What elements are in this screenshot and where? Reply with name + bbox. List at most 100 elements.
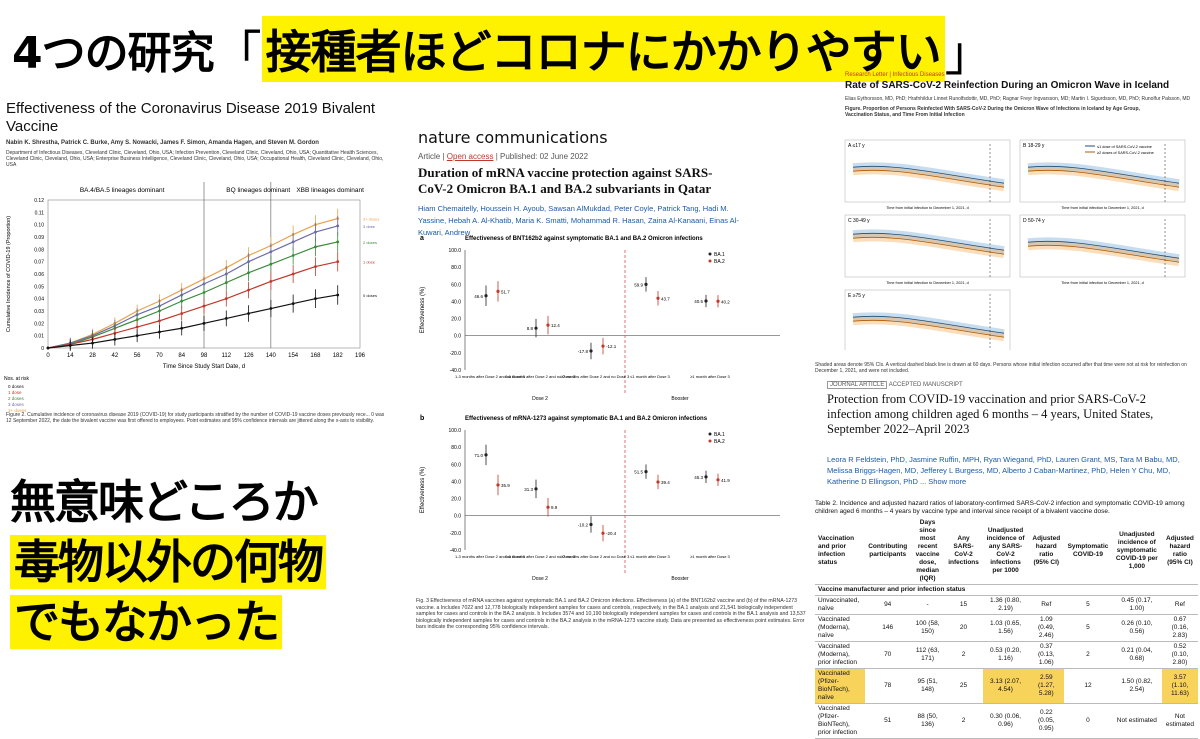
open-access-link[interactable]: Open access [446, 152, 494, 161]
category-label: ≤1 month after Dose 3 [630, 554, 670, 559]
curve-dose2 [852, 232, 1005, 251]
y-tick-label: 40.0 [451, 479, 461, 485]
caption-line-3: でもなかった [10, 592, 282, 652]
data-label: 45.3 [694, 475, 703, 480]
panel-frame [1019, 139, 1186, 203]
chart-title: Effectiveness of BNT162b2 against sympto… [465, 236, 703, 242]
headline: 4つの研究 「 接種者ほどコロナにかかりやすい 」 [12, 14, 993, 84]
data-point [656, 296, 660, 300]
table-cell: Not estimated [1111, 703, 1162, 739]
x-tick-label: 28 [89, 353, 96, 359]
y-tick-label: -20.0 [450, 351, 462, 357]
series-line [47, 225, 338, 349]
series-line [47, 261, 338, 349]
data-label: 35.9 [501, 483, 510, 488]
y-tick-label: 80.0 [451, 445, 461, 451]
phase-label: BQ lineages dominant [226, 187, 290, 194]
x-axis-label: Time from initial infection to December … [886, 281, 969, 285]
curve-dose1 [852, 236, 1005, 255]
section-label: Vaccine manufacturer and prior infection… [815, 584, 1198, 596]
article-meta: Article | Open access | Published: 02 Ju… [418, 152, 589, 161]
data-label: 43.7 [661, 296, 670, 301]
category-label: 1-3 months after Dose 2 and no Dose 3 [455, 374, 526, 379]
data-label: 41.9 [721, 478, 730, 483]
data-point [589, 349, 593, 353]
data-point [716, 299, 720, 303]
risk-table-label: Nos. at risk [4, 376, 30, 382]
category-label: ≤1 month after Dose 3 [630, 374, 670, 379]
data-label: 8.8 [527, 326, 534, 331]
headline-highlight: 接種者ほどコロナにかかりやすい [261, 16, 945, 82]
table-cell: 1.36 (0.80, 2.19) [982, 595, 1029, 615]
hazard-ratio-table: Vaccination and prior infection status Co… [815, 518, 1198, 739]
table-cell: 2 [944, 703, 983, 739]
data-point [601, 531, 605, 535]
y-tick-label: 0 [41, 346, 44, 352]
series-end-label: 3 dose [363, 224, 376, 229]
category-label: ≥7 months after Dose 2 and no Dose 3 [561, 554, 630, 559]
y-tick-label: 20.0 [451, 497, 461, 503]
paper1-figure-caption: Figure 2. Cumulative incidence of corona… [6, 412, 385, 424]
risk-row-label: 3 doses [8, 402, 25, 407]
data-point [589, 522, 593, 527]
paper4-authors[interactable]: Leora R Feldstein, PhD, Jasmine Ruffin, … [827, 455, 1180, 486]
table-cell: 88 (50, 136) [910, 703, 945, 739]
data-label: -10.2 [578, 522, 589, 527]
paper3-note: Shaded areas denote 95% CIs. A vertical … [815, 362, 1187, 374]
table-row: Vaccinated (Moderna), prior infection 70 1… [815, 641, 1198, 669]
legend-label: ≤1 dose of SARS-CoV-2 vaccine [1097, 145, 1152, 149]
data-label: 31.3 [524, 487, 533, 492]
paper3-authors: Elias Eythorsson, MD, PhD; Hrafnhildur L… [845, 96, 1191, 102]
paper3-title: Rate of SARS-CoV-2 Reinfection During an… [845, 80, 1170, 91]
curve-dose1 [1027, 244, 1180, 263]
y-tick-label: 60.0 [451, 282, 461, 288]
column-header: Adjusted hazard ratio (95% CI) [1161, 518, 1198, 585]
cumulative-incidence-chart: BA.4/BA.5 lineages dominant BQ lineages d… [4, 182, 379, 413]
risk-row-label: 0 doses [8, 384, 25, 389]
table-row: Vaccinated (Pfizer-BioNTech), prior infe… [815, 703, 1198, 739]
curve-dose2 [1027, 240, 1180, 259]
series-line [47, 241, 338, 349]
chart-title: Effectiveness of mRNA-1273 against sympt… [465, 416, 708, 422]
legend-label: ≥2 doses of SARS-CoV-2 vaccine [1097, 151, 1154, 155]
group-label-booster: Booster [671, 576, 689, 582]
data-point [484, 294, 488, 298]
paper2-figure-caption: Fig. 3 Effectiveness of mRNA vaccines ag… [416, 598, 806, 630]
phase-label: XBB lineages dominant [296, 187, 364, 194]
table-cell: 1.50 (0.82, 2.54) [1111, 668, 1162, 704]
y-tick-label: 80.0 [451, 265, 461, 271]
table-cell: Ref [1161, 595, 1198, 615]
column-header: Unadjusted incidence of symptomatic COVI… [1111, 518, 1162, 585]
table-cell: 3.13 (2.07, 4.54) [982, 668, 1029, 704]
column-header: Unadjusted incidence of any SARS-CoV-2 i… [982, 518, 1029, 585]
table-cell: Ref [1028, 595, 1065, 615]
table-cell: 95 (51, 148) [910, 668, 945, 704]
headline-open-bracket: 「 [213, 26, 262, 82]
y-tick-label: -40.0 [450, 548, 462, 554]
data-point [546, 323, 550, 327]
category-label: 4-6 months after Dose 2 and no Dose 3 [505, 374, 576, 379]
y-tick-label: 0.03 [34, 309, 44, 315]
table-cell: 0.45 (0.17, 1.00) [1111, 595, 1162, 615]
y-tick-label: 0.0 [454, 334, 461, 340]
panel-label: B 18-29 y [1023, 143, 1045, 149]
panel-frame [844, 289, 1011, 350]
y-axis-label: Cumulative Incidence of COVID-19 (Propor… [6, 216, 12, 332]
x-tick-label: 140 [266, 353, 277, 359]
paper-iceland-reinfection: Research Letter | Infectious Diseases Ra… [815, 70, 1200, 380]
legend-marker [708, 252, 712, 256]
data-label: 71.0 [474, 453, 483, 458]
table-cell: 2 [1064, 641, 1112, 669]
data-point [601, 344, 605, 348]
table-cell: 70 [864, 641, 911, 669]
panel-letter: a [420, 235, 424, 242]
curve-dose2 [1027, 165, 1180, 184]
panel-frame [844, 139, 1011, 203]
curve-dose2 [852, 315, 1005, 334]
category-label: 1-3 months after Dose 2 and no Dose 3 [455, 554, 526, 559]
paper1-authors: Nabin K. Shrestha, Patrick C. Burke, Amy… [6, 140, 319, 146]
column-header: Symptomatic COVID-19 [1064, 518, 1112, 585]
y-tick-label: 0.05 [34, 284, 44, 290]
reinfection-panels: A ≤17 y Time from initial infection to De… [844, 139, 1186, 350]
series-line [47, 217, 338, 349]
